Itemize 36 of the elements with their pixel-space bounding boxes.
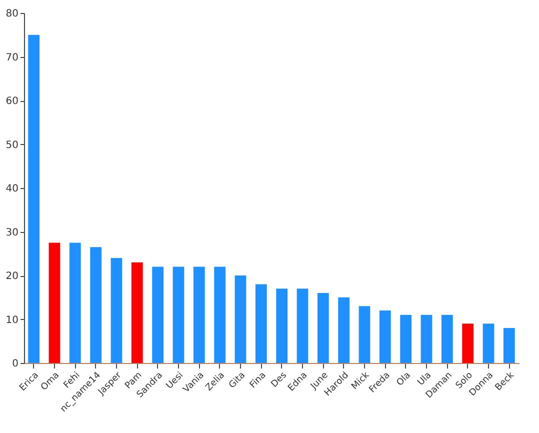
- bar: [462, 324, 474, 363]
- bar: [504, 328, 515, 363]
- bar: [48, 242, 60, 363]
- bar: [379, 310, 391, 363]
- bar: [255, 284, 267, 363]
- bar: [441, 314, 453, 363]
- bar: [193, 266, 205, 363]
- y-tick-label: 30: [6, 227, 18, 238]
- bar: [276, 288, 288, 363]
- bar: [214, 266, 226, 363]
- y-tick-label: 10: [6, 314, 18, 326]
- bar: [420, 314, 432, 363]
- x-tick-label: Fina: [248, 370, 268, 390]
- bar: [482, 324, 494, 363]
- y-tick-label: 50: [6, 140, 18, 151]
- bar: [317, 293, 329, 363]
- bar: [338, 297, 350, 363]
- y-tick-label: 40: [6, 184, 18, 194]
- bar: [296, 288, 308, 363]
- bar: [90, 247, 102, 363]
- y-tick-label: 60: [6, 96, 18, 107]
- bar: [28, 34, 40, 363]
- bar: [172, 266, 184, 363]
- bar: [234, 276, 246, 363]
- y-tick-label: 20: [6, 271, 18, 282]
- bar: [152, 266, 164, 363]
- x-tick-label: Gita: [227, 370, 248, 391]
- bar: [69, 242, 81, 363]
- bar: [110, 258, 122, 363]
- bar: [358, 306, 370, 363]
- bar: [400, 314, 412, 363]
- y-tick-label: 0: [12, 358, 18, 370]
- y-tick-label: 80: [6, 8, 18, 20]
- y-tick-label: 70: [6, 52, 18, 64]
- x-tick-label: Ola: [395, 370, 413, 388]
- bar: [131, 262, 143, 363]
